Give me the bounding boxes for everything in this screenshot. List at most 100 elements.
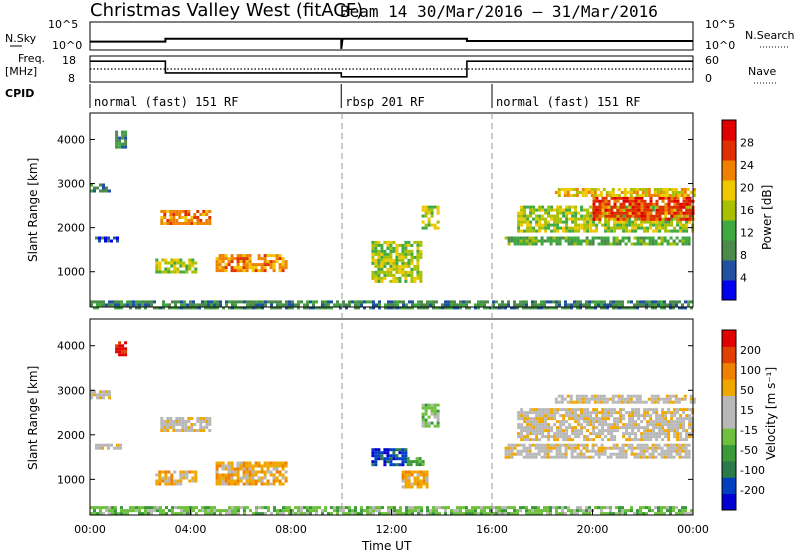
vel-cbar-tick-3: 15 [740, 404, 754, 417]
freq-left-tick-bottom: 8 [68, 72, 75, 85]
velocity-ytick-label-3: 4000 [57, 340, 85, 353]
velocity-patch-3 [160, 417, 212, 432]
power-ytick-label-1: 2000 [57, 222, 85, 235]
power-patch-2 [95, 236, 119, 243]
cpid-segment-1: rbsp 201 RF [345, 95, 424, 109]
power-cbar-tick-5: 8 [740, 249, 747, 262]
vel-cbar-swatch-0 [722, 493, 736, 511]
velocity-patch-1 [115, 341, 128, 357]
xtick-label-1: 04:00 [175, 523, 207, 536]
power-y-axis-label: Slant Range [km] [26, 158, 40, 262]
power-colorbar: 28 24 20 16 12 8 4 [721, 119, 754, 301]
power-heatmap-group [90, 130, 696, 310]
power-cbar-swatch-2 [722, 240, 736, 261]
nsky-panel-frame [89, 21, 694, 51]
chart-subtitle: Beam 14 30/Mar/2016 – 31/Mar/2016 [340, 2, 658, 21]
cpid-segments-group: normal (fast) 151 RF rbsp 201 RF normal (f… [89, 84, 641, 109]
velocity-ytick-label-0: 1000 [57, 473, 85, 486]
velocity-heatmap-group [90, 341, 696, 516]
vel-cbar-swatch-9 [722, 346, 736, 364]
freq-label: Freq. [18, 52, 45, 65]
vel-cbar-swatch-1 [722, 477, 736, 495]
vel-cbar-tick-4: -15 [740, 424, 758, 437]
power-cbar-swatch-0 [722, 280, 736, 301]
xtick-label-3: 12:00 [376, 523, 408, 536]
cpid-segment-0: normal (fast) 151 RF [94, 95, 239, 109]
power-cbar-swatch-3 [722, 220, 736, 241]
vel-cbar-swatch-5 [722, 411, 736, 429]
power-ytick-label-0: 1000 [57, 266, 85, 279]
power-patch-4 [155, 258, 198, 274]
vel-cbar-tick-5: -50 [740, 444, 758, 457]
power-y-ticks: 1000 2000 3000 4000 [57, 133, 693, 279]
freq-series-group [90, 60, 693, 78]
velocity-patch-5 [215, 461, 288, 486]
power-patch-6 [371, 240, 423, 283]
cpid-segment-2: normal (fast) 151 RF [496, 95, 641, 109]
power-patch-8 [504, 236, 691, 246]
vel-cbar-frame [721, 329, 737, 511]
nsearch-label: N.Search [745, 29, 795, 42]
nsky-series-line [90, 37, 693, 50]
vel-cbar-tick-1: 100 [740, 364, 761, 377]
freq-unit-label: [MHz] [5, 65, 37, 78]
velocity-y-axis-label: Slant Range [km] [26, 366, 40, 470]
power-cbar-tick-6: 4 [740, 272, 747, 285]
power-cbar-tick-3: 16 [740, 204, 754, 217]
velocity-colorbar: 200 100 50 15 -15 -50 -100 -200 [721, 329, 765, 511]
freq-series-line-0 [90, 60, 693, 78]
power-cbar-tick-0: 28 [740, 137, 754, 150]
velocity-ytick-label-2: 3000 [57, 384, 85, 397]
velocity-patch-2 [95, 443, 122, 450]
power-patch-1 [115, 130, 128, 149]
power-ytick-label-3: 4000 [57, 133, 85, 146]
vel-cbar-swatch-4 [722, 428, 736, 446]
nsky-label: N.Sky [5, 32, 37, 45]
power-cbar-tick-1: 24 [740, 159, 754, 172]
power-patch-10 [592, 196, 695, 221]
xtick-label-6: 00:00 [677, 523, 709, 536]
nsky-left-tick-bottom: 10^0 [52, 39, 82, 52]
velocity-patch-4 [155, 470, 198, 486]
velocity-patch-6 [371, 448, 408, 467]
nave-right-tick-top: 60 [705, 54, 719, 67]
vel-cbar-swatch-10 [722, 330, 736, 347]
power-cbar-tick-2: 20 [740, 182, 754, 195]
nave-right-tick-bottom: 0 [705, 72, 712, 85]
vel-cbar-swatch-8 [722, 362, 736, 380]
vel-cbar-tick-0: 200 [740, 344, 761, 357]
power-panel-frame [89, 112, 694, 308]
power-cbar-swatch-8 [722, 120, 736, 141]
velocity-ytick-label-1: 2000 [57, 429, 85, 442]
power-patch-5 [215, 254, 288, 273]
power-patch-7 [421, 205, 440, 230]
cpid-label: CPID [5, 87, 34, 100]
nsky-left-tick-top: 10^5 [48, 18, 78, 31]
velocity-patch-8 [401, 470, 429, 489]
vel-cbar-swatch-3 [722, 444, 736, 462]
xtick-label-5: 20:00 [577, 523, 609, 536]
nave-label: Nave [748, 65, 776, 78]
nsearch-right-tick-top: 10^5 [705, 18, 735, 31]
velocity-patch-0 [90, 390, 111, 400]
power-patch-0 [90, 183, 111, 193]
velocity-patch-10 [504, 443, 691, 459]
vel-cbar-swatch-2 [722, 460, 736, 478]
power-cbar-swatch-6 [722, 160, 736, 181]
xtick-label-0: 00:00 [74, 523, 106, 536]
power-ytick-label-2: 3000 [57, 178, 85, 191]
power-patch-3 [160, 210, 212, 225]
velocity-x-ticks: 00:00 04:00 08:00 12:00 16:00 20:00 00:00 [74, 509, 709, 536]
vel-cbar-tick-2: 50 [740, 384, 754, 397]
power-cbar-swatch-4 [722, 200, 736, 221]
chart-title: Christmas Valley West (fitACF) [90, 0, 363, 21]
xtick-label-2: 08:00 [275, 523, 307, 536]
power-cbar-frame [721, 119, 737, 301]
velocity-patch-9 [421, 403, 440, 428]
xtick-label-4: 16:00 [476, 523, 508, 536]
velocity-patch-7 [406, 457, 425, 467]
vel-cbar-swatch-6 [722, 395, 736, 413]
vel-cbar-tick-6: -100 [740, 464, 765, 477]
